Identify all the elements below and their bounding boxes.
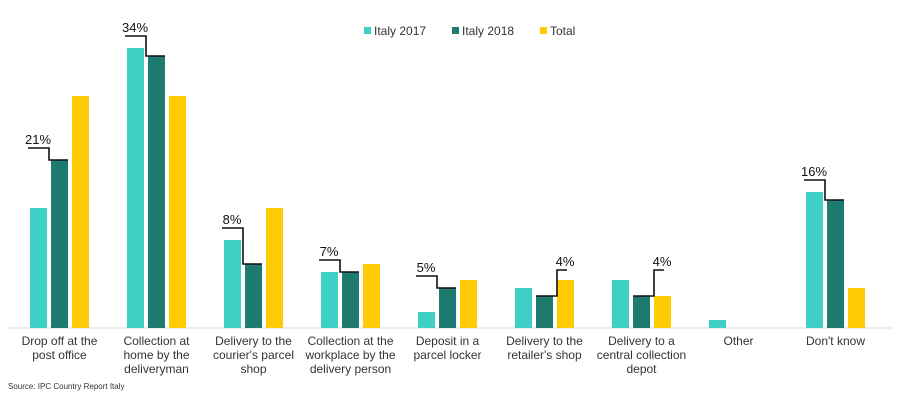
callout-bracket-4: [416, 275, 456, 289]
bar-0-6: [612, 280, 629, 328]
category-label-1-1: home by the: [123, 348, 189, 362]
bar-1-5: [536, 296, 553, 328]
callout-bracket-3: [319, 259, 359, 273]
bar-0-0: [30, 208, 47, 328]
legend-label-0: Italy 2017: [374, 24, 426, 38]
bar-2-5: [557, 280, 574, 328]
category-label-0-1: post office: [32, 348, 87, 362]
category-label-6-2: depot: [626, 362, 657, 376]
callout-label-5: 4%: [556, 254, 575, 269]
callout-label-2: 8%: [223, 212, 242, 227]
category-label-3-1: workplace by the: [304, 348, 395, 362]
callout-label-3: 7%: [320, 244, 339, 259]
bar-2-2: [266, 208, 283, 328]
legend-swatch-1: [452, 27, 459, 34]
category-label-5-0: Delivery to the: [506, 334, 583, 348]
category-label-1-0: Collection at: [123, 334, 190, 348]
category-label-2-2: shop: [240, 362, 266, 376]
bar-0-2: [224, 240, 241, 328]
bar-1-8: [827, 200, 844, 328]
callout-bracket-0: [28, 147, 68, 161]
bar-1-3: [342, 272, 359, 328]
legend-label-2: Total: [550, 24, 575, 38]
bar-2-3: [363, 264, 380, 328]
callout-label-1: 34%: [122, 20, 148, 35]
callout-bracket-2: [222, 227, 262, 265]
bar-1-0: [51, 160, 68, 328]
category-label-6-0: Delivery to a: [608, 334, 675, 348]
callout-label-7: 16%: [801, 164, 827, 179]
bar-2-6: [654, 296, 671, 328]
legend-swatch-0: [364, 27, 371, 34]
category-label-4-0: Deposit in a: [416, 334, 480, 348]
category-label-4-1: parcel locker: [413, 348, 481, 362]
bar-2-0: [72, 96, 89, 328]
callout-bracket-5: [536, 269, 567, 297]
bar-1-1: [148, 56, 165, 328]
bar-0-5: [515, 288, 532, 328]
bar-2-4: [460, 280, 477, 328]
bar-2-8: [848, 288, 865, 328]
bar-1-6: [633, 296, 650, 328]
callout-bracket-1: [125, 35, 165, 57]
category-label-1-2: deliveryman: [124, 362, 189, 376]
category-label-2-0: Delivery to the: [215, 334, 292, 348]
callout-bracket-6: [633, 269, 664, 297]
bar-0-3: [321, 272, 338, 328]
category-label-8-0: Don't know: [806, 334, 865, 348]
category-label-6-1: central collection: [597, 348, 686, 362]
category-label-2-1: courier's parcel: [213, 348, 294, 362]
legend-label-1: Italy 2018: [462, 24, 514, 38]
source-note: Source: IPC Country Report Italy: [8, 382, 125, 391]
bar-0-8: [806, 192, 823, 328]
bar-1-4: [439, 288, 456, 328]
category-label-3-0: Collection at the: [307, 334, 393, 348]
callout-label-4: 5%: [417, 260, 436, 275]
category-label-3-2: delivery person: [310, 362, 391, 376]
bar-0-1: [127, 48, 144, 328]
bar-2-1: [169, 96, 186, 328]
bar-0-4: [418, 312, 435, 328]
category-label-0-0: Drop off at the: [22, 334, 98, 348]
callout-label-0: 21%: [25, 132, 51, 147]
legend-swatch-2: [540, 27, 547, 34]
category-label-5-1: retailer's shop: [507, 348, 582, 362]
callout-label-6: 4%: [653, 254, 672, 269]
bar-0-7: [709, 320, 726, 328]
bar-1-2: [245, 264, 262, 328]
category-label-7-0: Other: [723, 334, 753, 348]
callout-bracket-7: [804, 179, 844, 201]
